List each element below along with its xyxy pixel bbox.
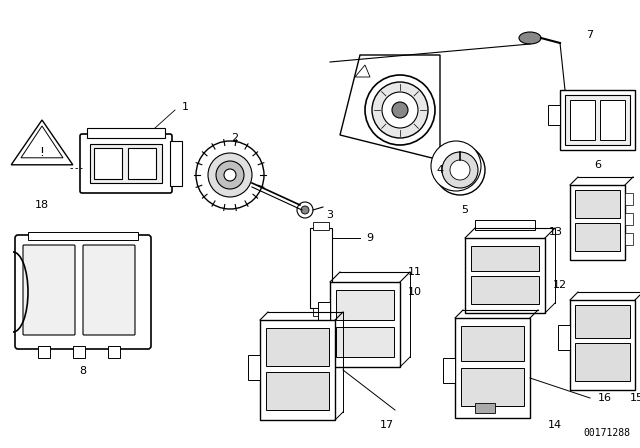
Text: 8: 8 bbox=[79, 366, 86, 376]
Text: !: ! bbox=[40, 146, 45, 159]
Text: 5: 5 bbox=[461, 205, 468, 215]
FancyBboxPatch shape bbox=[80, 134, 172, 193]
Circle shape bbox=[208, 153, 252, 197]
Text: 1: 1 bbox=[182, 102, 189, 112]
Bar bbox=[471, 246, 539, 271]
Bar bbox=[443, 358, 455, 383]
Polygon shape bbox=[11, 120, 73, 165]
Text: 16: 16 bbox=[598, 393, 612, 403]
Circle shape bbox=[297, 202, 313, 218]
Bar bbox=[94, 148, 122, 179]
FancyBboxPatch shape bbox=[83, 245, 135, 335]
Polygon shape bbox=[340, 55, 440, 160]
Bar bbox=[461, 368, 524, 406]
Circle shape bbox=[435, 145, 485, 195]
Circle shape bbox=[382, 92, 418, 128]
Bar bbox=[475, 220, 535, 230]
Text: 3: 3 bbox=[326, 210, 333, 220]
Bar bbox=[625, 233, 633, 245]
FancyBboxPatch shape bbox=[15, 235, 151, 349]
Bar bbox=[471, 276, 539, 304]
Text: 15: 15 bbox=[630, 393, 640, 403]
Bar bbox=[90, 144, 162, 183]
Circle shape bbox=[301, 206, 309, 214]
Ellipse shape bbox=[519, 32, 541, 44]
Text: 6: 6 bbox=[595, 160, 602, 170]
Bar bbox=[475, 403, 495, 413]
Bar bbox=[575, 305, 630, 338]
Text: 2: 2 bbox=[232, 133, 239, 143]
Bar bbox=[266, 372, 329, 410]
Bar bbox=[625, 213, 633, 225]
Bar bbox=[170, 141, 182, 186]
Circle shape bbox=[365, 75, 435, 145]
Circle shape bbox=[196, 141, 264, 209]
Bar bbox=[600, 100, 625, 140]
Bar bbox=[108, 346, 120, 358]
Text: 00171288: 00171288 bbox=[583, 428, 630, 438]
Circle shape bbox=[224, 169, 236, 181]
Text: 13: 13 bbox=[549, 227, 563, 237]
FancyBboxPatch shape bbox=[23, 245, 75, 335]
Circle shape bbox=[450, 160, 470, 180]
Bar bbox=[318, 302, 330, 322]
Text: 4: 4 bbox=[436, 165, 444, 175]
Bar bbox=[575, 190, 620, 218]
Bar bbox=[128, 148, 156, 179]
Bar bbox=[575, 223, 620, 251]
Polygon shape bbox=[355, 65, 370, 77]
Bar bbox=[570, 300, 635, 390]
Bar bbox=[558, 325, 570, 350]
Bar bbox=[87, 128, 165, 138]
Bar bbox=[570, 100, 595, 140]
Bar bbox=[313, 308, 329, 316]
Text: 10: 10 bbox=[408, 287, 422, 297]
Bar bbox=[575, 343, 630, 381]
Text: 9: 9 bbox=[367, 233, 374, 243]
Circle shape bbox=[442, 152, 478, 188]
Bar bbox=[310, 228, 332, 308]
Text: 18: 18 bbox=[35, 200, 49, 210]
Bar bbox=[330, 282, 400, 367]
Circle shape bbox=[216, 161, 244, 189]
Text: 11: 11 bbox=[408, 267, 422, 277]
Bar bbox=[455, 318, 530, 418]
Bar bbox=[548, 105, 560, 125]
Bar bbox=[461, 326, 524, 361]
Bar bbox=[625, 193, 633, 205]
Text: 14: 14 bbox=[548, 420, 562, 430]
Bar bbox=[73, 346, 85, 358]
Bar bbox=[260, 320, 335, 420]
Bar bbox=[313, 222, 329, 230]
Bar bbox=[565, 95, 630, 145]
Bar bbox=[336, 290, 394, 320]
Text: 7: 7 bbox=[586, 30, 593, 40]
Bar bbox=[560, 90, 635, 150]
Bar bbox=[28, 232, 138, 240]
Circle shape bbox=[431, 141, 481, 191]
Text: 12: 12 bbox=[553, 280, 567, 290]
Circle shape bbox=[372, 82, 428, 138]
Bar bbox=[266, 328, 329, 366]
Circle shape bbox=[392, 102, 408, 118]
Bar bbox=[336, 327, 394, 357]
Bar bbox=[248, 355, 260, 380]
Polygon shape bbox=[21, 126, 63, 158]
Bar bbox=[570, 185, 625, 260]
Bar bbox=[465, 238, 545, 313]
Text: 17: 17 bbox=[380, 420, 394, 430]
Bar bbox=[38, 346, 50, 358]
